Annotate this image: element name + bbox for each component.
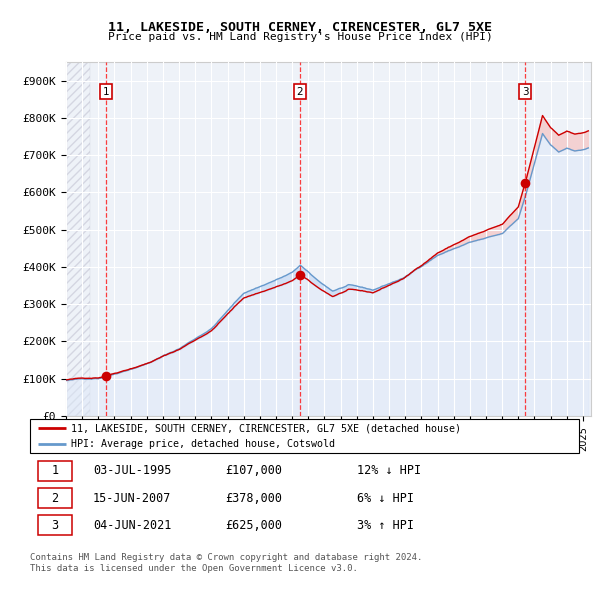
FancyBboxPatch shape (38, 516, 72, 536)
Text: 03-JUL-1995: 03-JUL-1995 (93, 464, 172, 477)
Text: This data is licensed under the Open Government Licence v3.0.: This data is licensed under the Open Gov… (30, 564, 358, 573)
Text: 3: 3 (51, 519, 58, 532)
Text: 11, LAKESIDE, SOUTH CERNEY, CIRENCESTER, GL7 5XE: 11, LAKESIDE, SOUTH CERNEY, CIRENCESTER,… (108, 21, 492, 34)
FancyBboxPatch shape (38, 461, 72, 481)
Text: 1: 1 (103, 87, 110, 97)
Text: £378,000: £378,000 (225, 491, 282, 505)
Text: 1: 1 (51, 464, 58, 477)
Text: £107,000: £107,000 (225, 464, 282, 477)
FancyBboxPatch shape (30, 419, 579, 453)
FancyBboxPatch shape (38, 488, 72, 508)
Text: Contains HM Land Registry data © Crown copyright and database right 2024.: Contains HM Land Registry data © Crown c… (30, 553, 422, 562)
Text: 15-JUN-2007: 15-JUN-2007 (93, 491, 172, 505)
Text: 2: 2 (51, 491, 58, 505)
Text: £625,000: £625,000 (225, 519, 282, 532)
Text: 12% ↓ HPI: 12% ↓ HPI (356, 464, 421, 477)
Text: 2: 2 (296, 87, 303, 97)
Text: 04-JUN-2021: 04-JUN-2021 (93, 519, 172, 532)
Text: 11, LAKESIDE, SOUTH CERNEY, CIRENCESTER, GL7 5XE (detached house): 11, LAKESIDE, SOUTH CERNEY, CIRENCESTER,… (71, 423, 461, 433)
Text: 3: 3 (522, 87, 529, 97)
Text: 6% ↓ HPI: 6% ↓ HPI (356, 491, 413, 505)
Text: HPI: Average price, detached house, Cotswold: HPI: Average price, detached house, Cots… (71, 439, 335, 449)
Text: Price paid vs. HM Land Registry's House Price Index (HPI): Price paid vs. HM Land Registry's House … (107, 32, 493, 42)
Text: 3% ↑ HPI: 3% ↑ HPI (356, 519, 413, 532)
